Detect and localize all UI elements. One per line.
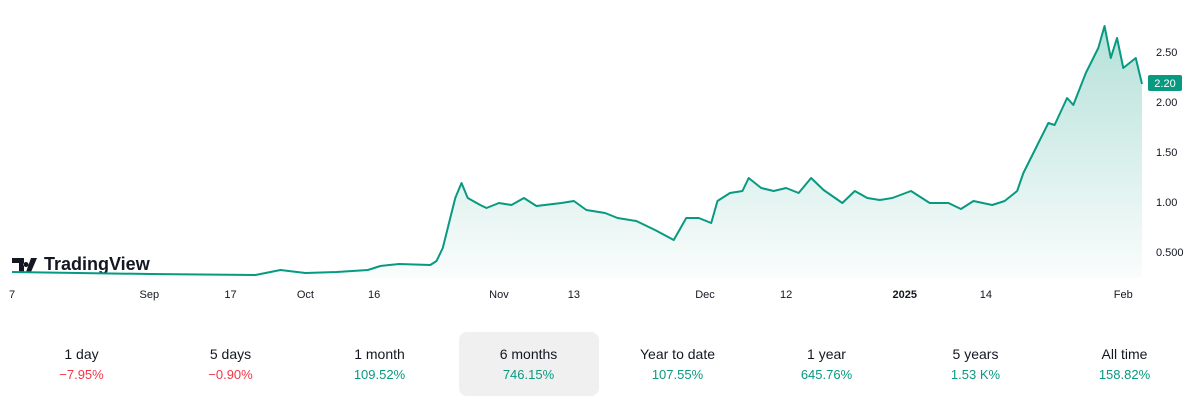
logo-text: TradingView: [44, 254, 151, 274]
period-label: 1 year: [807, 346, 846, 362]
period-change: 746.15%: [502, 367, 555, 382]
y-tick-label: 1.00: [1156, 197, 1177, 209]
period-label: 1 day: [64, 346, 99, 362]
x-tick-label: Nov: [489, 289, 509, 301]
x-tick-label: 7: [9, 289, 15, 301]
period-change: 158.82%: [1098, 367, 1151, 382]
logo[interactable]: TradingView: [12, 254, 151, 274]
period-label: 1 month: [354, 346, 405, 362]
logo-icon: [12, 258, 37, 272]
x-tick-label: 2025: [893, 289, 917, 301]
x-tick-label: Feb: [1114, 289, 1133, 301]
area-fill: [12, 26, 1142, 278]
period-change: 109.52%: [353, 367, 406, 382]
x-tick-label: 16: [368, 289, 380, 301]
period-label: 5 days: [209, 346, 252, 362]
price-tag: [1148, 75, 1182, 91]
y-tick-label: 2.50: [1156, 47, 1177, 59]
x-tick-label: 17: [224, 289, 236, 301]
period-label: 5 years: [952, 346, 999, 362]
period-tab[interactable]: 5 years 1.53 K%: [901, 332, 1050, 396]
period-change: −7.95%: [59, 367, 104, 382]
x-tick-label: 12: [780, 289, 792, 301]
period-tab[interactable]: All time 158.82%: [1050, 332, 1199, 396]
y-tick-label: 2.00: [1156, 97, 1177, 109]
period-change: 1.53 K%: [950, 367, 1001, 382]
price-line: [11, 25, 1143, 276]
x-tick-label: Dec: [695, 289, 715, 301]
x-tick-label: 13: [568, 289, 580, 301]
period-change: 645.76%: [800, 367, 853, 382]
x-tick-label: 14: [980, 289, 992, 301]
period-tabs: 1 day −7.95% 5 days −0.90% 1 month 109.52% 6 m…: [7, 332, 1199, 396]
period-label: 6 months: [499, 346, 558, 362]
period-tab[interactable]: 1 day −7.95%: [7, 332, 156, 396]
period-label: Year to date: [640, 346, 715, 362]
price-tag-label: 2.20: [1154, 78, 1175, 90]
period-change: 107.55%: [651, 367, 704, 382]
chart: TradingView 0.500 1.00 1.50 2.00 2.50 7 Sep 17 O…: [9, 25, 1184, 301]
x-tick-label: Oct: [297, 289, 314, 301]
period-change: −0.90%: [208, 367, 253, 382]
y-tick-label: 1.50: [1156, 147, 1177, 159]
period-label: All time: [1101, 346, 1148, 362]
period-tab[interactable]: 1 month 109.52%: [305, 332, 454, 396]
y-tick-label: 0.500: [1156, 247, 1184, 259]
period-tab[interactable]: 6 months 746.15%: [458, 332, 599, 396]
period-tab[interactable]: Year to date 107.55%: [603, 332, 752, 396]
period-tab[interactable]: 5 days −0.90%: [156, 332, 305, 396]
x-tick-label: Sep: [140, 289, 160, 301]
period-tab[interactable]: 1 year 645.76%: [752, 332, 901, 396]
